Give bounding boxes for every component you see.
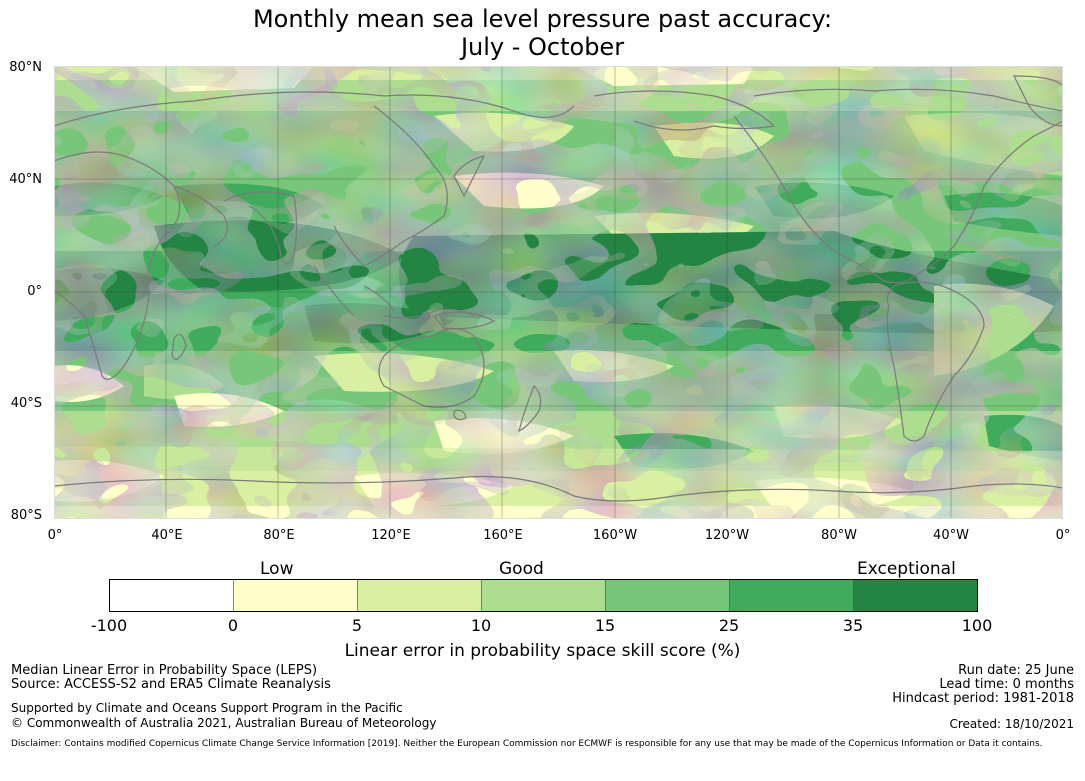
lon-label-0-left: 0° — [47, 528, 63, 543]
colorbar-bin-15-25 — [605, 579, 730, 612]
footer-run-date: Run date: 25 June — [958, 663, 1074, 678]
colorbar-label-exceptional: Exceptional — [857, 559, 956, 579]
footer-disclaimer: Disclaimer: Contains modified Copernicus… — [11, 739, 1043, 749]
colorbar-axis-label: Linear error in probability space skill … — [344, 641, 741, 661]
colorbar-tick-35: 35 — [842, 616, 864, 635]
lat-label-80n: 80°N — [9, 60, 42, 75]
skill-score-map — [54, 66, 1063, 519]
lon-label-80e: 80°E — [263, 528, 295, 543]
coast-africa — [54, 151, 181, 380]
lon-label-160w: 160°W — [592, 528, 638, 543]
colorbar-tick-5: 5 — [351, 616, 363, 635]
lon-label-40w: 40°W — [933, 528, 969, 543]
footer-lead-time: Lead time: 0 months — [939, 677, 1074, 692]
lon-label-160e: 160°E — [483, 528, 523, 543]
footer-hindcast-period: Hindcast period: 1981-2018 — [892, 691, 1074, 706]
footer-leps-line: Median Linear Error in Probability Space… — [11, 663, 318, 678]
map-title-line2: July - October — [460, 33, 625, 61]
map-title-line1: Monthly mean sea level pressure past acc… — [252, 5, 833, 33]
coast-japan — [453, 155, 486, 198]
colorbar-tick-10: 10 — [470, 616, 492, 635]
colorbar-bin-25-35 — [729, 579, 854, 612]
coast-new-zealand — [518, 384, 542, 433]
colorbar-tick-25: 25 — [718, 616, 740, 635]
coast-south-america — [886, 281, 985, 442]
footer-created-date: Created: 18/10/2021 — [949, 717, 1074, 731]
footer-source-line: Source: ACCESS-S2 and ERA5 Climate Reana… — [11, 677, 331, 692]
coast-arabia-india — [173, 185, 298, 265]
lat-label-40s: 40°S — [10, 396, 42, 411]
colorbar — [109, 579, 978, 612]
coast-antarctica — [54, 475, 1063, 502]
footer-copyright-line: © Commonwealth of Australia 2021, Austra… — [11, 716, 437, 730]
lon-label-0-right: 0° — [1055, 528, 1071, 543]
coast-australia — [378, 327, 485, 408]
colorbar-label-low: Low — [260, 559, 294, 579]
coast-greenland — [1013, 75, 1063, 127]
colorbar-tick-minus100: -100 — [90, 616, 128, 635]
lon-label-120e: 120°E — [371, 528, 411, 543]
colorbar-label-good: Good — [499, 559, 544, 579]
colorbar-tick-100: 100 — [961, 616, 993, 635]
coast-east-asia — [333, 105, 448, 267]
colorbar-bin-0-5 — [233, 579, 358, 612]
coast-canada-arctic — [753, 88, 1063, 112]
lat-label-40n: 40°N — [9, 172, 42, 187]
coast-se-asia — [313, 265, 475, 319]
colorbar-bin-10-15 — [481, 579, 606, 612]
coastlines — [54, 75, 1063, 502]
coast-eurasia-north — [54, 91, 575, 127]
colorbar-tick-0: 0 — [227, 616, 239, 635]
colorbar-tick-15: 15 — [594, 616, 616, 635]
colorbar-bin--100-0 — [109, 579, 234, 612]
coast-alaska — [593, 90, 776, 131]
lon-label-120w: 120°W — [704, 528, 750, 543]
lat-label-80s: 80°S — [10, 508, 42, 523]
gridlines — [54, 66, 1063, 519]
colorbar-bin-5-10 — [357, 579, 482, 612]
colorbar-bin-35-100 — [853, 579, 978, 612]
lon-label-80w: 80°W — [821, 528, 857, 543]
footer-support-line: Supported by Climate and Oceans Support … — [11, 701, 403, 715]
coast-madagascar — [171, 333, 187, 360]
coast-north-america — [733, 115, 1063, 284]
lat-label-0: 0° — [27, 284, 42, 299]
coast-tasmania — [453, 409, 467, 421]
lon-label-40e: 40°E — [151, 528, 183, 543]
